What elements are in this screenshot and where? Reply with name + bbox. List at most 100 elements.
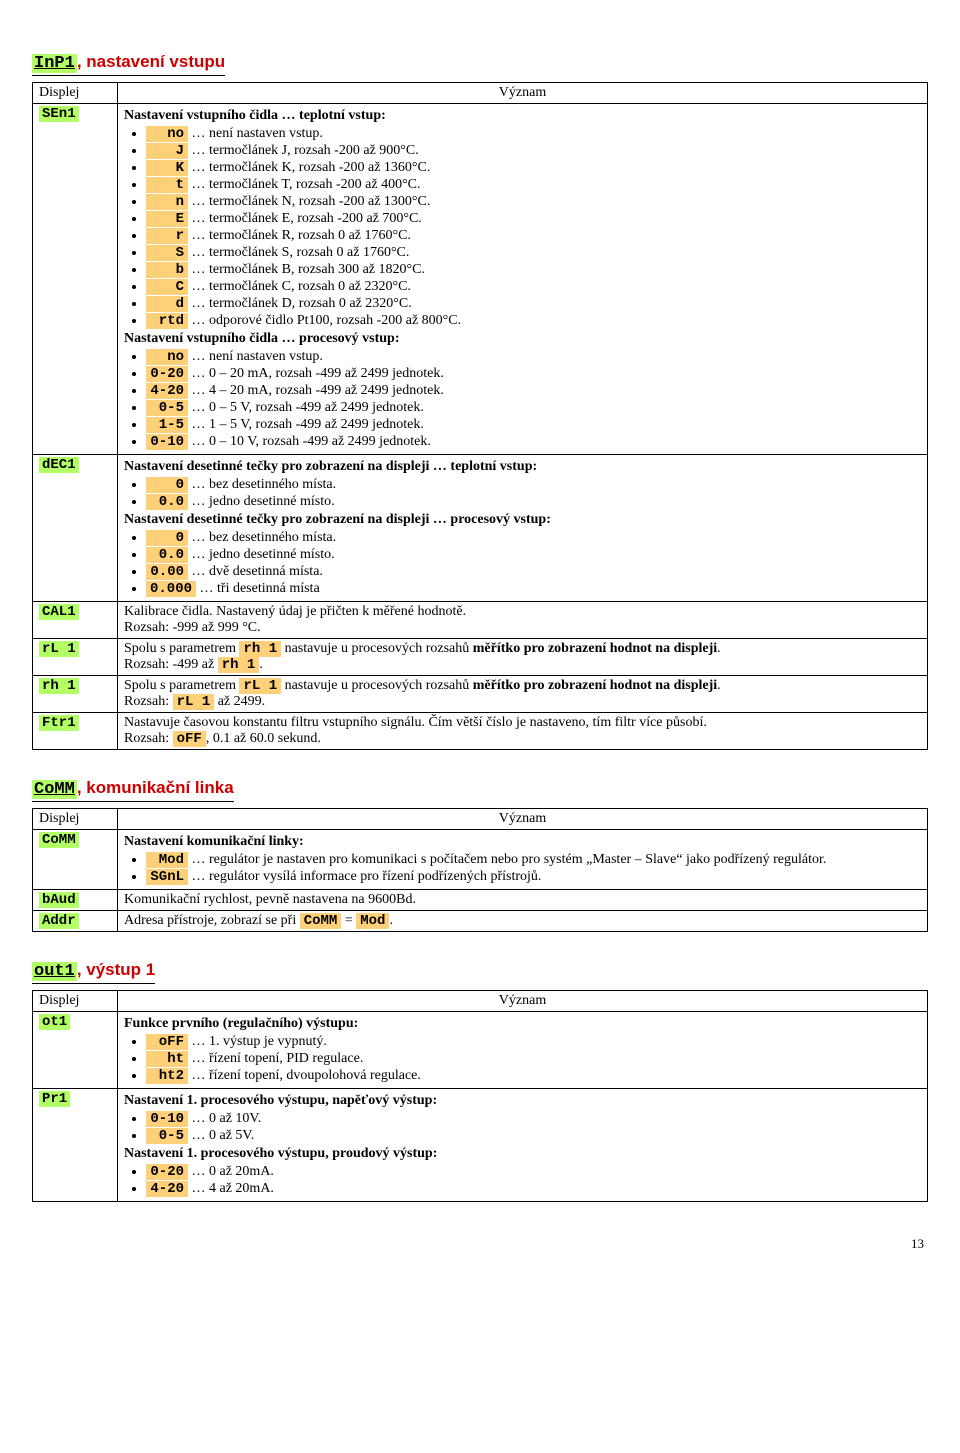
code-value: E	[146, 211, 188, 227]
code-value: 0-5	[146, 400, 188, 416]
item-desc: … řízení topení, dvoupolohová regulace.	[188, 1068, 421, 1083]
code-value: C	[146, 279, 188, 295]
item-desc: … není nastaven vstup.	[188, 349, 323, 364]
cell-desc-pr1: Nastavení 1. procesového výstupu, napěťo…	[118, 1089, 928, 1202]
list-item: K … termočlánek K, rozsah -200 až 1360°C…	[146, 160, 921, 176]
list-item: 0-20 … 0 až 20mA.	[146, 1164, 921, 1180]
list-item: r … termočlánek R, rozsah 0 až 1760°C.	[146, 228, 921, 244]
cell-disp-dec1: dEC1	[33, 455, 118, 602]
list-item: 0-10 … 0 – 10 V, rozsah -499 až 2499 jed…	[146, 434, 921, 450]
cell-disp-ftr1: Ftr1	[33, 713, 118, 750]
item-desc: … není nastaven vstup.	[188, 126, 323, 141]
list-item: Mod … regulátor je nastaven pro komunika…	[146, 852, 921, 868]
list-item: rtd … odporové čidlo Pt100, rozsah -200 …	[146, 313, 921, 329]
item-desc: … 0 až 5V.	[188, 1128, 254, 1143]
list-item: 1-5 … 1 – 5 V, rozsah -499 až 2499 jedno…	[146, 417, 921, 433]
cell-desc-dec1: Nastavení desetinné tečky pro zobrazení …	[118, 455, 928, 602]
list-item: 0.00 … dvě desetinná místa.	[146, 564, 921, 580]
item-desc: … dvě desetinná místa.	[188, 564, 323, 579]
code-value: 0.0	[146, 494, 188, 510]
item-desc: … 0 – 20 mA, rozsah -499 až 2499 jednote…	[188, 366, 444, 381]
list-item: C … termočlánek C, rozsah 0 až 2320°C.	[146, 279, 921, 295]
code-value: 0-10	[146, 434, 188, 450]
code-value: 0	[146, 477, 188, 493]
cell-disp-rh1: rh 1	[33, 676, 118, 713]
cell-desc-rh1: Spolu s parametrem rL 1 nastavuje u proc…	[118, 676, 928, 713]
list-item: S … termočlánek S, rozsah 0 až 1760°C.	[146, 245, 921, 261]
list-item: J … termočlánek J, rozsah -200 až 900°C.	[146, 143, 921, 159]
list-item: 0.000 … tři desetinná místa	[146, 581, 921, 597]
list-item: oFF … 1. výstup je vypnutý.	[146, 1034, 921, 1050]
code-value: ht2	[146, 1068, 188, 1084]
item-desc: … 0 – 10 V, rozsah -499 až 2499 jednotek…	[188, 434, 431, 449]
code-value: b	[146, 262, 188, 278]
list-item: 4-20 … 4 až 20mA.	[146, 1181, 921, 1197]
subhead: Nastavení vstupního čidla … procesový vs…	[124, 331, 921, 347]
item-desc: … termočlánek K, rozsah -200 až 1360°C.	[188, 160, 430, 175]
code-value: Mod	[146, 852, 188, 868]
item-desc: … termočlánek C, rozsah 0 až 2320°C.	[188, 279, 411, 294]
item-desc: … bez desetinného místa.	[188, 530, 336, 545]
section-label: nastavení vstupu	[82, 52, 226, 71]
cell-desc-comm: Nastavení komunikační linky: Mod … regul…	[118, 830, 928, 890]
list-item: d … termočlánek D, rozsah 0 až 2320°C.	[146, 296, 921, 312]
item-desc: … řízení topení, PID regulace.	[188, 1051, 363, 1066]
subhead: Nastavení vstupního čidla … teplotní vst…	[124, 108, 921, 124]
cell-disp-baud: bAud	[33, 890, 118, 911]
list-item: ht2 … řízení topení, dvoupolohová regula…	[146, 1068, 921, 1084]
item-desc: … termočlánek S, rozsah 0 až 1760°C.	[188, 245, 409, 260]
table-comm: Displej Význam CoMM Nastavení komunikačn…	[32, 808, 928, 932]
cell-desc-ftr1: Nastavuje časovou konstantu filtru vstup…	[118, 713, 928, 750]
cell-desc-rl1: Spolu s parametrem rh 1 nastavuje u proc…	[118, 639, 928, 676]
item-desc: … regulátor vysílá informace pro řízení …	[188, 869, 541, 884]
code-value: 0-20	[146, 1164, 188, 1180]
th-vyznam: Význam	[118, 83, 928, 104]
code-value: 0-20	[146, 366, 188, 382]
item-desc: … jedno desetinné místo.	[188, 547, 335, 562]
list-item: 0-20 … 0 – 20 mA, rozsah -499 až 2499 je…	[146, 366, 921, 382]
cell-desc-baud: Komunikační rychlost, pevně nastavena na…	[118, 890, 928, 911]
code-value: K	[146, 160, 188, 176]
cell-disp-addr: Addr	[33, 911, 118, 932]
code-value: 0-10	[146, 1111, 188, 1127]
list-sen1-temp: no … není nastaven vstup. J … termočlánek…	[124, 126, 921, 329]
cell-disp-ot1: ot1	[33, 1012, 118, 1089]
code-value: r	[146, 228, 188, 244]
list-ot1: oFF … 1. výstup je vypnutý. ht … řízení …	[124, 1034, 921, 1084]
list-pr1-volt: 0-10 … 0 až 10V. 0-5 … 0 až 5V.	[124, 1111, 921, 1144]
code-value: 0.000	[146, 581, 196, 597]
list-item: SGnL … regulátor vysílá informace pro ří…	[146, 869, 921, 885]
list-item: n … termočlánek N, rozsah -200 až 1300°C…	[146, 194, 921, 210]
item-desc: … 4 – 20 mA, rozsah -499 až 2499 jednote…	[188, 383, 444, 398]
list-item: 0.0 … jedno desetinné místo.	[146, 547, 921, 563]
item-desc: … 0 až 10V.	[188, 1111, 261, 1126]
table-out1: Displej Význam ot1 Funkce prvního (regul…	[32, 990, 928, 1202]
list-item: 0.0 … jedno desetinné místo.	[146, 494, 921, 510]
code-value: n	[146, 194, 188, 210]
th-displej: Displej	[33, 83, 118, 104]
cell-desc-ot1: Funkce prvního (regulačního) výstupu: oF…	[118, 1012, 928, 1089]
list-item: 0-5 … 0 – 5 V, rozsah -499 až 2499 jedno…	[146, 400, 921, 416]
list-sen1-proc: no … není nastaven vstup.0-20 … 0 – 20 m…	[124, 349, 921, 450]
code-value: ht	[146, 1051, 188, 1067]
list-item: t … termočlánek T, rozsah -200 až 400°C.	[146, 177, 921, 193]
item-desc: … tři desetinná místa	[196, 581, 320, 596]
list-item: 0-10 … 0 až 10V.	[146, 1111, 921, 1127]
item-desc: … 0 – 5 V, rozsah -499 až 2499 jednotek.	[188, 400, 424, 415]
item-desc: … termočlánek T, rozsah -200 až 400°C.	[188, 177, 421, 192]
code-value: no	[146, 126, 188, 142]
item-desc: … 1. výstup je vypnutý.	[188, 1034, 327, 1049]
code-value: t	[146, 177, 188, 193]
item-desc: … jedno desetinné místo.	[188, 494, 335, 509]
list-item: no … není nastaven vstup.	[146, 349, 921, 365]
code-value: rtd	[146, 313, 188, 329]
list-dec1-temp: 0 … bez desetinného místa.0.0 … jedno de…	[124, 477, 921, 510]
code-value: SGnL	[146, 869, 188, 885]
cell-disp-pr1: Pr1	[33, 1089, 118, 1202]
list-item: 0 … bez desetinného místa.	[146, 530, 921, 546]
cell-disp-sen1: SEn1	[33, 104, 118, 455]
cell-disp-cal1: CAL1	[33, 602, 118, 639]
code-value: 0-5	[146, 1128, 188, 1144]
table-inp1: Displej Význam SEn1 Nastavení vstupního …	[32, 82, 928, 750]
item-desc: … 1 – 5 V, rozsah -499 až 2499 jednotek.	[188, 417, 424, 432]
